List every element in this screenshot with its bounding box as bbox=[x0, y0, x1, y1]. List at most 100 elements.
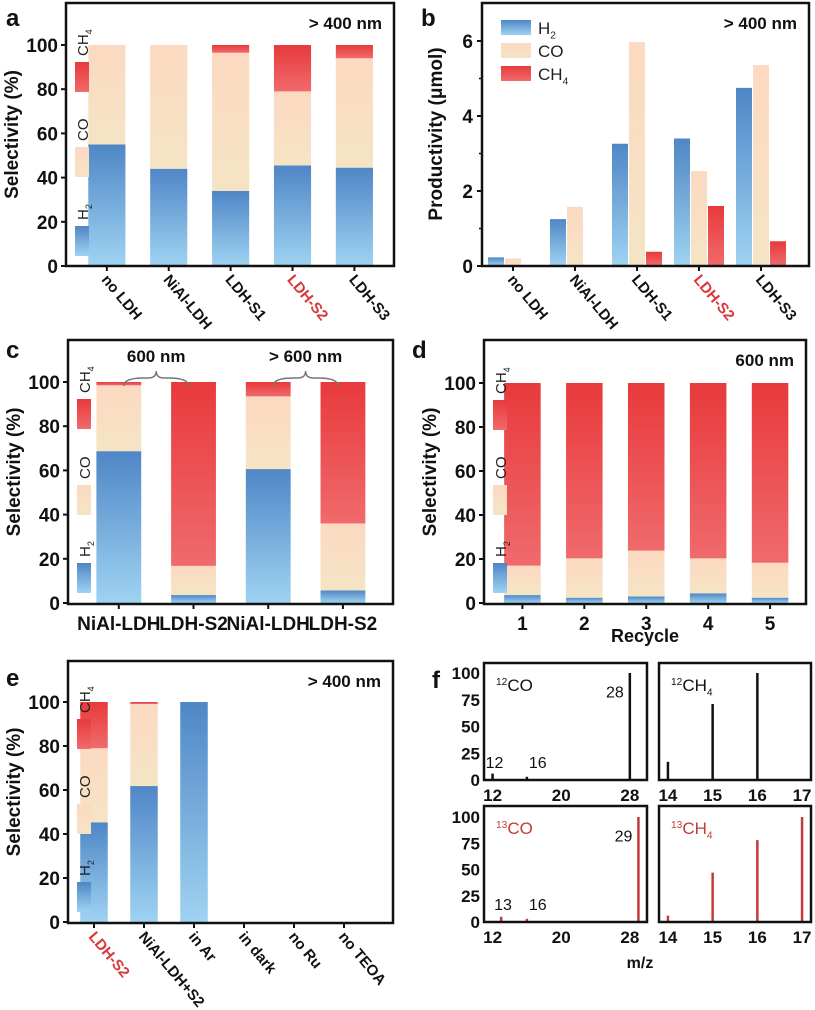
x-tick-label: 14 bbox=[658, 928, 677, 947]
panel-label-f: f bbox=[432, 667, 441, 694]
x-tick-label: LDH-S1 bbox=[628, 272, 676, 324]
spectrum-title: 13CH4 bbox=[671, 819, 713, 841]
y-tick-label: 100 bbox=[452, 664, 480, 683]
bar-ch4 bbox=[627, 383, 665, 551]
group-brace bbox=[123, 370, 190, 387]
x-tick-label: 3 bbox=[641, 614, 652, 635]
x-axis-title: m/z bbox=[627, 955, 654, 972]
bar-ch4 bbox=[130, 702, 158, 704]
y-tick-label: 60 bbox=[455, 462, 476, 483]
x-tick-label: 4 bbox=[703, 614, 714, 635]
x-tick-label: LDH-S2 bbox=[309, 614, 378, 635]
peak-label: 13 bbox=[494, 897, 512, 914]
bar-ch4 bbox=[770, 241, 786, 266]
y-tick-label: 0 bbox=[471, 771, 480, 790]
y-axis-title: Selectivity (%) bbox=[4, 728, 25, 857]
legend-swatch-co bbox=[77, 804, 91, 834]
x-tick-label: in dark bbox=[235, 929, 280, 978]
y-tick-label: 60 bbox=[39, 781, 60, 802]
legend-label-co: CO bbox=[77, 776, 94, 799]
y-tick-label: 100 bbox=[452, 808, 480, 827]
x-tick-label: NiAl-LDH bbox=[227, 614, 310, 635]
bar-h2 bbox=[335, 167, 373, 266]
bar-co bbox=[171, 565, 216, 596]
legend-swatch-h2 bbox=[77, 563, 91, 593]
bar-h2 bbox=[96, 451, 142, 603]
y-tick-label: 2 bbox=[462, 182, 473, 203]
legend-label-h2: H2 bbox=[75, 204, 94, 220]
legend-label-ch4: CH4 bbox=[493, 367, 512, 394]
x-tick-label: 12 bbox=[483, 786, 502, 805]
bar-co bbox=[627, 550, 665, 597]
x-tick-label: LDH-S2 bbox=[159, 614, 228, 635]
legend-swatch-ch4 bbox=[77, 719, 91, 749]
bar-co bbox=[212, 52, 250, 191]
legend-label-h2: H2 bbox=[77, 541, 96, 557]
legend-swatch-ch4 bbox=[501, 66, 531, 81]
wavelength-annotation: 600 nm bbox=[735, 351, 794, 370]
x-tick-label: 20 bbox=[552, 786, 571, 805]
bar-co bbox=[88, 45, 126, 145]
x-tick-label: 5 bbox=[765, 614, 776, 635]
bar-h2 bbox=[504, 595, 541, 603]
x-tick-label: LDH-S3 bbox=[345, 272, 393, 324]
bar-co bbox=[691, 171, 707, 266]
y-tick-label: 40 bbox=[37, 169, 58, 190]
peak-label: 16 bbox=[529, 755, 547, 772]
axes-frame bbox=[482, 804, 649, 924]
bar-co bbox=[504, 565, 541, 596]
x-tick-label: no LDH bbox=[504, 272, 551, 324]
legend-swatch-h2 bbox=[77, 882, 91, 912]
legend-label-co: CO bbox=[538, 42, 564, 61]
x-tick-label: in Ar bbox=[185, 929, 220, 966]
bar-ch4 bbox=[273, 45, 312, 92]
y-tick-label: 40 bbox=[39, 825, 60, 846]
bar-h2 bbox=[627, 596, 665, 603]
bar-co bbox=[320, 523, 366, 591]
y-tick-label: 60 bbox=[39, 461, 60, 482]
y-tick-label: 0 bbox=[49, 594, 60, 615]
bar-h2 bbox=[566, 597, 603, 603]
legend-label-ch4: CH4 bbox=[77, 366, 96, 393]
bar-co bbox=[335, 58, 373, 168]
group-label: 600 nm bbox=[127, 347, 186, 366]
y-axis-title: Productivity (μmol) bbox=[426, 47, 447, 220]
group-brace bbox=[272, 370, 339, 387]
bar-ch4 bbox=[504, 383, 541, 566]
bar-co bbox=[629, 42, 645, 266]
bar-h2 bbox=[212, 190, 250, 266]
x-tick-label: LDH-S2 bbox=[85, 929, 133, 981]
x-tick-label: 28 bbox=[620, 928, 639, 947]
x-tick-label: 20 bbox=[552, 928, 571, 947]
spectrum-12ch4: 14 15 16 17 12CH4 bbox=[657, 661, 813, 805]
x-tick-label: 16 bbox=[748, 928, 767, 947]
panel-label-c: c bbox=[6, 337, 19, 364]
spectrum-title: 12CH4 bbox=[671, 676, 713, 698]
y-tick-label: 80 bbox=[39, 417, 60, 438]
legend-label-h2: H2 bbox=[493, 541, 512, 557]
y-tick-label: 0 bbox=[471, 913, 480, 932]
legend-label-ch4: CH4 bbox=[538, 65, 569, 87]
bar-co bbox=[751, 562, 789, 598]
wavelength-annotation: > 400 nm bbox=[308, 672, 381, 691]
bar-ch4 bbox=[96, 382, 142, 386]
panel-b: b no LDH NiAl-LDH LDH-S1 LDH-S2 LDH-S3 0 2 4 6 Pro… bbox=[421, 1, 811, 333]
axes-frame bbox=[480, 1, 811, 268]
bar-ch4 bbox=[646, 251, 662, 266]
peak-label: 29 bbox=[615, 828, 633, 845]
bar-ch4 bbox=[566, 383, 603, 559]
y-tick-label: 100 bbox=[26, 36, 58, 57]
peak-label: 16 bbox=[529, 897, 547, 914]
bar-co bbox=[245, 396, 291, 470]
x-tick-label: no TEOA bbox=[335, 929, 389, 989]
bar-ch4 bbox=[245, 382, 291, 397]
x-tick-label: 17 bbox=[793, 928, 812, 947]
bar-co bbox=[96, 385, 142, 452]
panel-c: cNiAl-LDHLDH-S2NiAl-LDHLDH-S202040608010… bbox=[4, 337, 395, 635]
bar-h2 bbox=[488, 257, 504, 266]
legend-swatch-ch4 bbox=[493, 400, 507, 430]
y-axis-title: Selectivity (%) bbox=[4, 408, 25, 537]
bar-h2 bbox=[674, 138, 690, 266]
